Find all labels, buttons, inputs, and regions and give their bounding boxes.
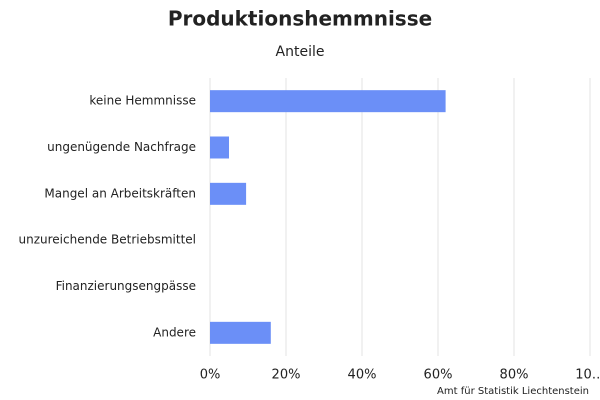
bar (210, 136, 229, 159)
x-tick-label: 80% (500, 368, 529, 383)
y-tick-label: Mangel an Arbeitskräften (44, 186, 196, 200)
chart-subtitle: Anteile (276, 44, 325, 60)
chart-title: Produktionshemmnisse (168, 7, 432, 31)
x-tick-label: 20% (272, 368, 301, 383)
x-tick-label: 0% (200, 368, 221, 383)
x-tick-label: 40% (348, 368, 377, 383)
y-tick-label: Finanzierungsengpässe (56, 279, 196, 293)
y-tick-label: unzureichende Betriebsmittel (19, 233, 197, 247)
bar (210, 182, 247, 205)
x-tick-label: 10… (575, 368, 600, 383)
y-tick-label: keine Hemmnisse (89, 94, 196, 108)
x-tick-label: 60% (424, 368, 453, 383)
credit: Amt für Statistik Liechtenstein (437, 386, 589, 397)
y-tick-label: Andere (153, 325, 196, 339)
bar (210, 321, 271, 344)
bar (210, 90, 446, 113)
y-tick-label: ungenügende Nachfrage (47, 140, 196, 154)
